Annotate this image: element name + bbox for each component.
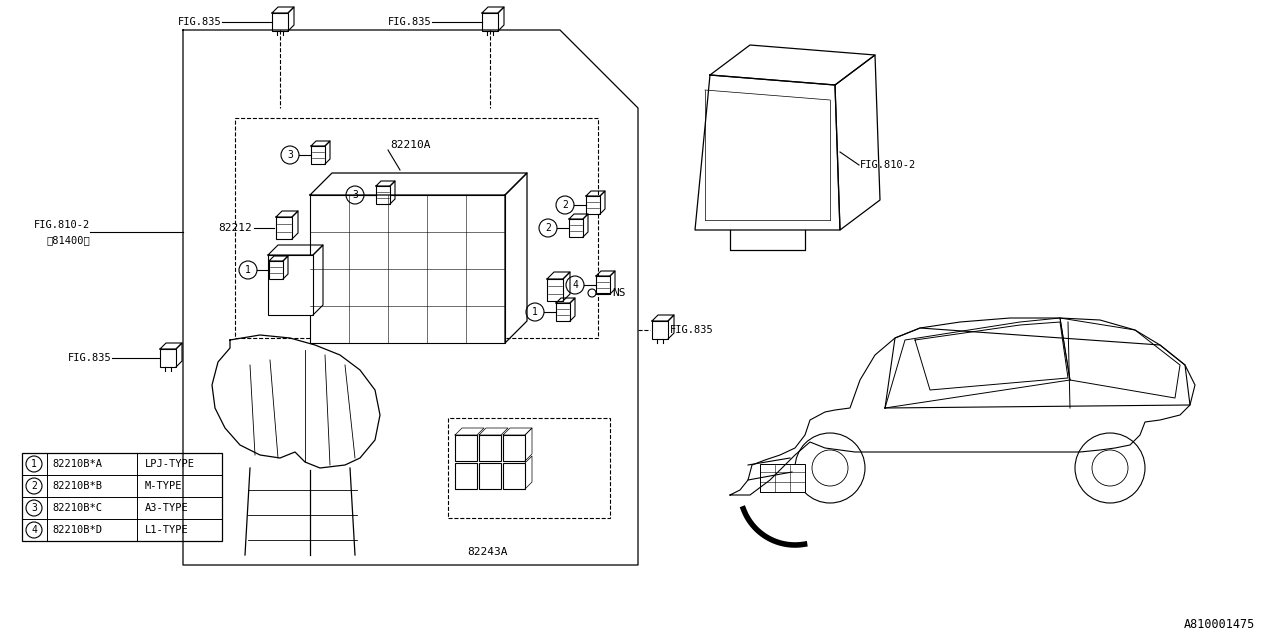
- Bar: [310, 195, 506, 343]
- Bar: [454, 435, 477, 461]
- Bar: [448, 418, 611, 518]
- Bar: [760, 464, 805, 492]
- Text: FIG.835: FIG.835: [388, 17, 433, 27]
- Bar: [586, 196, 600, 214]
- Bar: [503, 435, 525, 461]
- Text: 3: 3: [31, 503, 37, 513]
- Bar: [570, 219, 582, 237]
- Bar: [160, 349, 177, 367]
- Text: M-TYPE: M-TYPE: [145, 481, 183, 491]
- Text: 1: 1: [244, 265, 251, 275]
- Bar: [547, 279, 563, 301]
- Bar: [454, 463, 477, 489]
- Bar: [503, 463, 525, 489]
- Bar: [269, 261, 283, 279]
- Text: NS: NS: [612, 288, 626, 298]
- Text: FIG.835: FIG.835: [178, 17, 221, 27]
- Bar: [556, 303, 570, 321]
- Text: A810001475: A810001475: [1184, 618, 1254, 632]
- Text: 82210B*B: 82210B*B: [52, 481, 102, 491]
- Text: 2: 2: [562, 200, 568, 210]
- Bar: [236, 118, 598, 338]
- Bar: [311, 146, 325, 164]
- Bar: [268, 255, 314, 315]
- Bar: [483, 13, 498, 31]
- Text: 1: 1: [532, 307, 538, 317]
- Bar: [376, 186, 390, 204]
- Text: 2: 2: [31, 481, 37, 491]
- Text: FIG.835: FIG.835: [669, 325, 714, 335]
- Bar: [596, 276, 611, 294]
- Text: 82210B*D: 82210B*D: [52, 525, 102, 535]
- Text: LPJ-TYPE: LPJ-TYPE: [145, 459, 195, 469]
- Text: 1: 1: [31, 459, 37, 469]
- Text: 82210B*A: 82210B*A: [52, 459, 102, 469]
- Bar: [273, 13, 288, 31]
- Text: FIG.835: FIG.835: [68, 353, 113, 363]
- Bar: [652, 321, 668, 339]
- Text: FIG.810-2: FIG.810-2: [33, 220, 90, 230]
- Bar: [479, 463, 500, 489]
- Text: L1-TYPE: L1-TYPE: [145, 525, 188, 535]
- Bar: [276, 217, 292, 239]
- Text: 82212: 82212: [219, 223, 252, 233]
- Text: 3: 3: [352, 190, 358, 200]
- Text: 2: 2: [545, 223, 550, 233]
- Text: 、81400、: 、81400、: [46, 235, 90, 245]
- Text: 4: 4: [572, 280, 579, 290]
- Text: 4: 4: [31, 525, 37, 535]
- Text: 82210B*C: 82210B*C: [52, 503, 102, 513]
- Text: 82210A: 82210A: [390, 140, 430, 150]
- Bar: [22, 453, 221, 541]
- Text: 3: 3: [287, 150, 293, 160]
- Text: A3-TYPE: A3-TYPE: [145, 503, 188, 513]
- Text: FIG.810-2: FIG.810-2: [860, 160, 916, 170]
- Text: 82243A: 82243A: [467, 547, 507, 557]
- Bar: [479, 435, 500, 461]
